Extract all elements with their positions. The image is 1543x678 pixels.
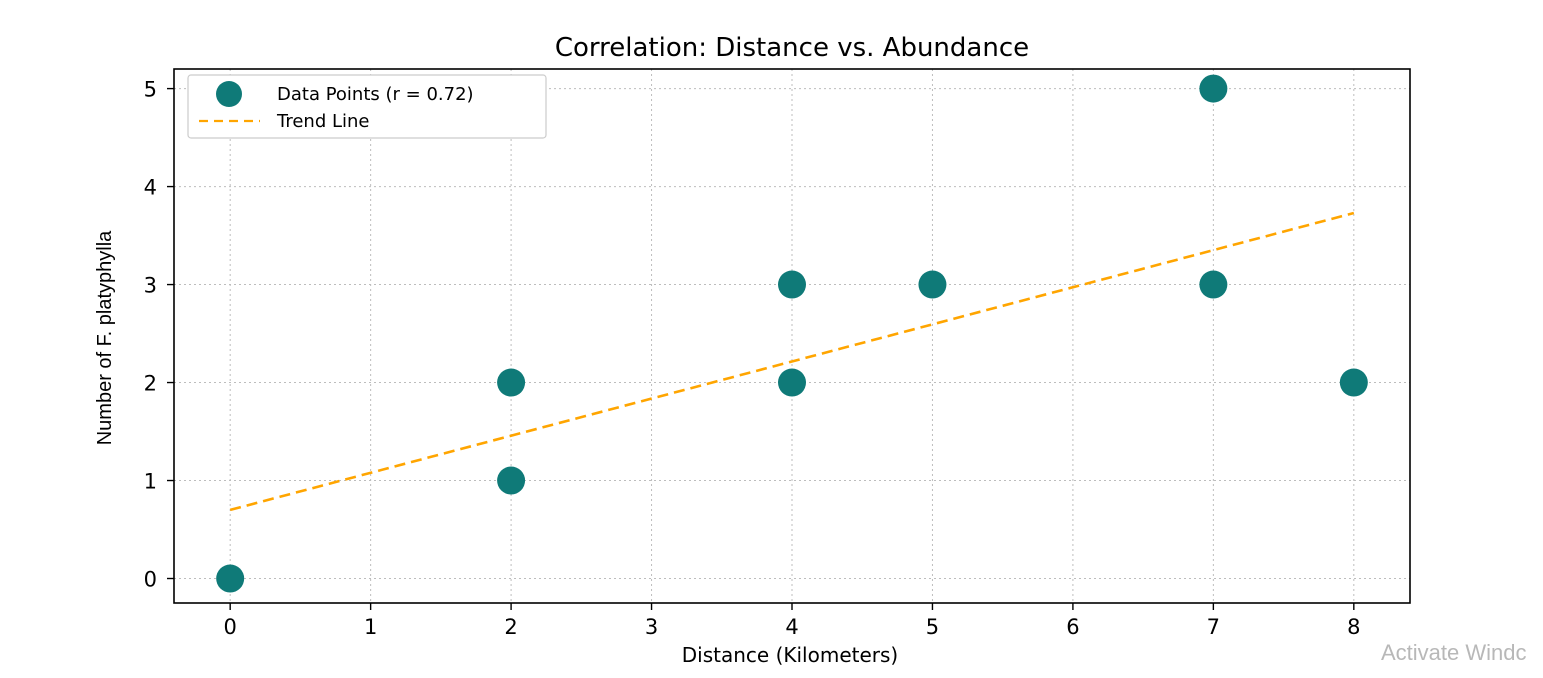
x-tick-label: 3 xyxy=(645,615,658,639)
x-axis-label: Distance (Kilometers) xyxy=(682,643,898,667)
x-tick-label: 0 xyxy=(223,615,236,639)
trend-line-layer xyxy=(229,211,1355,512)
data-point xyxy=(1339,368,1368,397)
y-axis-label: Number of F. platyphylla xyxy=(94,230,116,445)
x-tick-label: 6 xyxy=(1066,615,1079,639)
y-tick-label: 5 xyxy=(144,78,157,102)
y-tick-label: 0 xyxy=(144,568,157,592)
y-tick-label: 2 xyxy=(144,372,157,396)
data-point xyxy=(216,564,245,593)
legend-marker-data-points xyxy=(216,81,242,107)
y-tick-label: 3 xyxy=(144,274,157,298)
legend-box xyxy=(187,74,547,139)
y-tick-label: 4 xyxy=(144,176,157,200)
data-points-layer xyxy=(216,74,1368,593)
data-point xyxy=(918,270,947,299)
legend: Data Points (r = 0.72) Trend Line xyxy=(187,74,547,139)
trend-line xyxy=(229,211,1355,512)
x-tick-label: 1 xyxy=(364,615,377,639)
x-tick-label: 5 xyxy=(926,615,939,639)
data-point xyxy=(1199,74,1228,103)
data-point xyxy=(1199,270,1228,299)
grid xyxy=(174,69,1410,603)
y-tick-label: 1 xyxy=(144,470,157,494)
chart-title: Correlation: Distance vs. Abundance xyxy=(555,33,1029,63)
data-point xyxy=(778,368,806,397)
data-point xyxy=(497,466,526,495)
x-tick-label: 8 xyxy=(1347,615,1360,639)
data-point xyxy=(497,368,526,397)
legend-label-data-points: Data Points (r = 0.72) xyxy=(277,84,474,105)
x-tick-label: 2 xyxy=(504,615,517,639)
legend-label-trend-line: Trend Line xyxy=(276,111,370,132)
x-tick-label: 4 xyxy=(785,615,798,639)
axis-ticks: 0 1 2 3 4 5 6 7 8 0 1 2 3 4 5 xyxy=(144,78,1361,639)
x-tick-label: 7 xyxy=(1207,615,1220,639)
activate-windows-watermark: Activate Windc xyxy=(1381,640,1527,665)
data-point xyxy=(778,270,806,299)
